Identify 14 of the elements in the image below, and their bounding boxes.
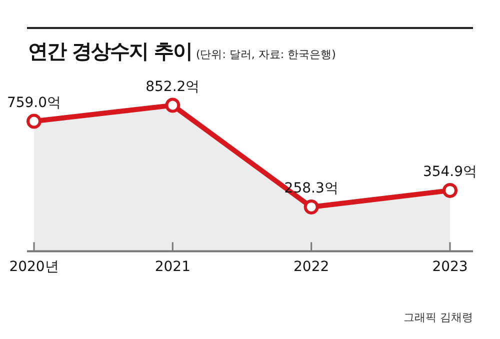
data-label: 354.9억 (422, 164, 478, 180)
point (26, 114, 42, 129)
text: 그래픽 김채령 (404, 310, 473, 325)
data-label: 759.0억 (6, 94, 62, 111)
x-tick-label: 2023 (432, 259, 468, 276)
x-tick-label: 2020년 (9, 259, 59, 276)
point (442, 182, 458, 198)
point (165, 98, 180, 113)
chart-subtitle: (단위: 달러, 자료: 한국은행) (196, 48, 336, 61)
point (304, 199, 319, 214)
chart-title: 연간 경상수지 추이 (28, 39, 192, 63)
data-label: 852.2억 (146, 78, 200, 95)
x-tick-label: 2021 (154, 259, 190, 276)
x-tick-label: 2022 (294, 259, 330, 276)
